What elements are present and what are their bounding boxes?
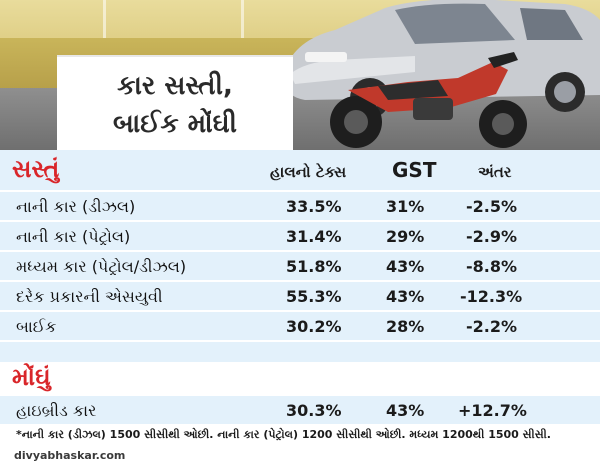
section-spacer	[0, 342, 600, 362]
row-difference: -12.3%	[460, 287, 523, 306]
row-gst: 29%	[386, 227, 425, 246]
table-row	[0, 396, 600, 424]
row-gst: 31%	[386, 197, 425, 216]
row-difference: -2.9%	[466, 227, 518, 246]
row-difference: -8.8%	[466, 257, 518, 276]
headline-box: કાર સસ્તી, બાઈક મોંઘી	[57, 55, 293, 150]
section-header-expensive	[0, 362, 600, 396]
row-gst: 43%	[386, 287, 425, 306]
row-difference: -2.5%	[466, 197, 518, 216]
table-row	[0, 222, 600, 250]
headline-line-2: બાઈક મોંઘી	[113, 109, 237, 139]
row-item: દરેક પ્રકારની એસયુવી	[16, 287, 163, 306]
col-header-current-tax: હાલનો ટેક્સ	[270, 163, 347, 181]
table-row	[0, 192, 600, 220]
table-row	[0, 312, 600, 340]
row-current-tax: 55.3%	[286, 287, 342, 306]
row-current-tax: 30.3%	[286, 401, 342, 420]
row-current-tax: 33.5%	[286, 197, 342, 216]
table-header-row	[0, 150, 600, 190]
headline-line-1: કાર સસ્તી,	[117, 71, 233, 101]
row-item: નાની કાર (પેટ્રોલ)	[16, 227, 131, 246]
row-item: હાઇબ્રીડ કાર	[16, 401, 97, 420]
row-item: નાની કાર (ડીઝલ)	[16, 197, 136, 216]
hero-photo: કાર સસ્તી, બાઈક મોંઘી	[0, 0, 600, 150]
row-difference: +12.7%	[458, 401, 527, 420]
brand-watermark: divyabhaskar.com	[14, 449, 126, 462]
row-current-tax: 51.8%	[286, 257, 342, 276]
row-gst: 43%	[386, 401, 425, 420]
motorcycle-illustration	[330, 52, 527, 148]
col-header-gst: GST	[392, 158, 437, 182]
col-header-difference: અંતર	[478, 163, 512, 181]
row-divider	[0, 190, 600, 192]
window-divider	[241, 0, 244, 38]
table-row	[0, 252, 600, 280]
row-gst: 43%	[386, 257, 425, 276]
car-illustration	[284, 0, 600, 118]
window-divider	[103, 0, 106, 38]
row-gst: 28%	[386, 317, 425, 336]
table-row	[0, 282, 600, 310]
row-current-tax: 31.4%	[286, 227, 342, 246]
row-item: મધ્યમ કાર (પેટ્રોલ/ડીઝલ)	[16, 257, 187, 276]
section-title-cheap: સસ્તું	[12, 155, 60, 183]
footnote: *નાની કાર (ડીઝલ) 1500 સીસીથી ઓછી. નાની ક…	[16, 428, 551, 441]
row-difference: -2.2%	[466, 317, 518, 336]
row-current-tax: 30.2%	[286, 317, 342, 336]
row-item: બાઈક	[16, 317, 57, 336]
section-title-expensive: મોંઘું	[12, 363, 51, 391]
